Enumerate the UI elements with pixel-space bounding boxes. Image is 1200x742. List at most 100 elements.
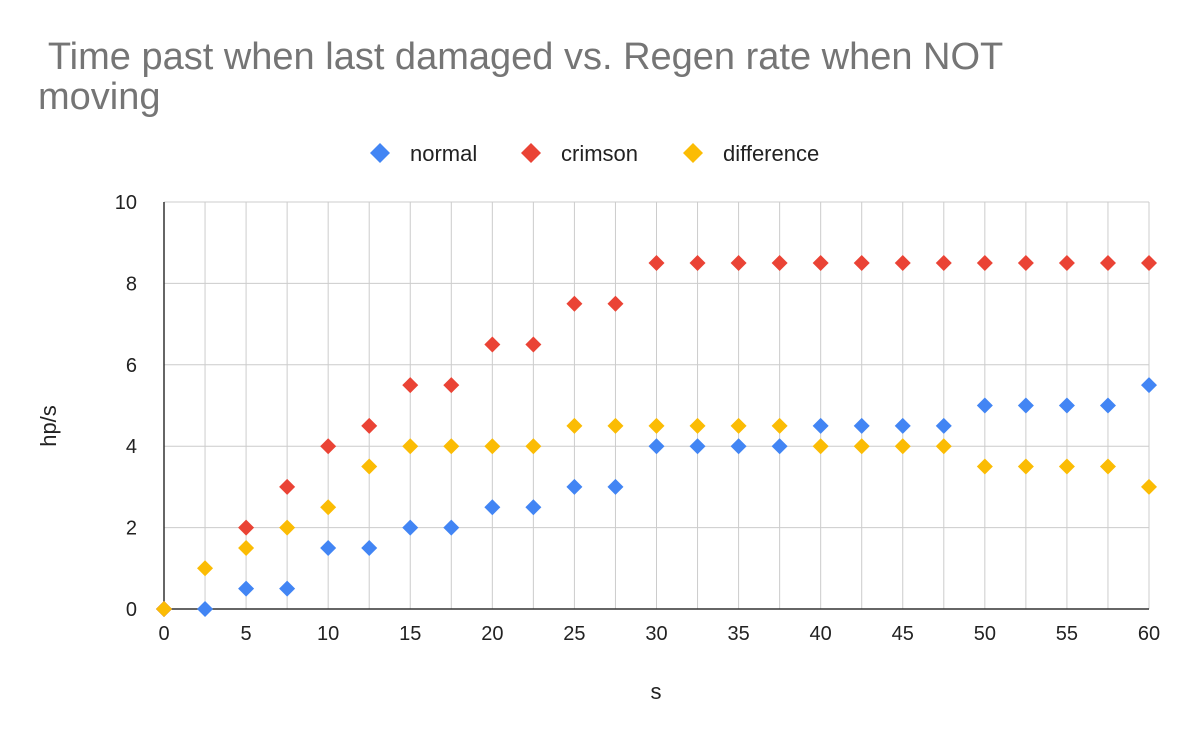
difference-point xyxy=(525,438,542,455)
y-tick-label: 6 xyxy=(126,355,137,377)
legend-marker-crimson xyxy=(521,143,541,163)
x-axis-title: s xyxy=(651,679,662,704)
normal-point xyxy=(730,438,747,455)
difference-point xyxy=(812,438,829,455)
normal-point xyxy=(689,438,706,455)
normal-point xyxy=(894,417,911,434)
normal-point xyxy=(771,438,788,455)
difference-point xyxy=(689,417,706,434)
difference-point xyxy=(976,458,993,475)
normal-point xyxy=(812,417,829,434)
y-tick-label: 8 xyxy=(126,273,137,295)
legend: normal crimson difference xyxy=(370,141,819,166)
tick-labels: 0 5 10 15 20 25 30 35 40 45 50 55 60 0 2 4 6 8 10 xyxy=(115,192,1160,645)
x-tick-label: 25 xyxy=(563,623,585,645)
x-tick-label: 5 xyxy=(241,623,252,645)
difference-point xyxy=(320,499,337,516)
normal-point xyxy=(1099,397,1116,414)
crimson-point xyxy=(320,438,337,455)
legend-label-difference: difference xyxy=(723,141,819,166)
normal-point xyxy=(320,539,337,556)
x-tick-label: 0 xyxy=(158,623,169,645)
normal-point xyxy=(1058,397,1075,414)
difference-point xyxy=(935,438,952,455)
difference-point xyxy=(730,417,747,434)
crimson-point xyxy=(976,255,993,272)
crimson-point xyxy=(935,255,952,272)
difference-point xyxy=(566,417,583,434)
crimson-point xyxy=(607,295,624,312)
normal-point xyxy=(1017,397,1034,414)
normal-point xyxy=(279,580,296,597)
crimson-point xyxy=(1017,255,1034,272)
difference-point xyxy=(1058,458,1075,475)
y-tick-label: 0 xyxy=(126,599,137,621)
crimson-point xyxy=(812,255,829,272)
normal-point xyxy=(443,519,460,536)
difference-point xyxy=(1141,478,1157,495)
y-tick-label: 4 xyxy=(126,436,137,458)
normal-point xyxy=(1141,377,1157,394)
data-points xyxy=(156,255,1157,617)
difference-point xyxy=(279,519,296,536)
crimson-point xyxy=(853,255,870,272)
chart-title-line-1: Time past when last damaged vs. Regen ra… xyxy=(38,36,1003,78)
normal-point xyxy=(853,417,870,434)
difference-point xyxy=(1099,458,1116,475)
normal-point xyxy=(238,580,255,597)
legend-marker-difference xyxy=(683,143,703,163)
difference-point xyxy=(648,417,665,434)
normal-point xyxy=(935,417,952,434)
normal-point xyxy=(607,478,624,495)
normal-point xyxy=(976,397,993,414)
difference-point xyxy=(607,417,624,434)
difference-point xyxy=(402,438,419,455)
x-tick-label: 30 xyxy=(645,623,667,645)
difference-point xyxy=(1017,458,1034,475)
normal-point xyxy=(525,499,542,516)
crimson-point xyxy=(443,377,460,394)
normal-point xyxy=(566,478,583,495)
crimson-point xyxy=(689,255,706,272)
x-tick-label: 20 xyxy=(481,623,503,645)
crimson-point xyxy=(1099,255,1116,272)
difference-point xyxy=(853,438,870,455)
y-tick-label: 10 xyxy=(115,192,137,214)
chart-title-line-2: moving xyxy=(38,76,161,118)
normal-point xyxy=(361,539,378,556)
difference-point xyxy=(443,438,460,455)
difference-point xyxy=(156,601,172,617)
legend-label-crimson: crimson xyxy=(561,141,638,166)
crimson-point xyxy=(361,417,378,434)
crimson-point xyxy=(525,336,542,353)
difference-point xyxy=(361,458,378,475)
crimson-point xyxy=(1058,255,1075,272)
crimson-point xyxy=(238,519,255,536)
x-tick-label: 35 xyxy=(727,623,749,645)
legend-label-normal: normal xyxy=(410,141,477,166)
crimson-point xyxy=(279,478,296,495)
crimson-point xyxy=(484,336,501,353)
normal-point xyxy=(402,519,419,536)
crimson-point xyxy=(771,255,788,272)
crimson-point xyxy=(894,255,911,272)
difference-point xyxy=(894,438,911,455)
x-tick-label: 55 xyxy=(1056,623,1078,645)
axes xyxy=(163,202,1149,610)
legend-item-normal: normal xyxy=(370,141,477,166)
difference-point xyxy=(238,539,255,556)
legend-item-crimson: crimson xyxy=(521,141,638,166)
x-tick-label: 10 xyxy=(317,623,339,645)
difference-point xyxy=(484,438,501,455)
crimson-point xyxy=(648,255,665,272)
crimson-point xyxy=(730,255,747,272)
x-tick-label: 50 xyxy=(974,623,996,645)
x-tick-label: 60 xyxy=(1138,623,1160,645)
crimson-point xyxy=(402,377,419,394)
x-tick-label: 45 xyxy=(892,623,914,645)
difference-point xyxy=(771,417,788,434)
y-axis-title: hp/s xyxy=(36,405,61,447)
difference-point xyxy=(197,560,214,577)
legend-item-difference: difference xyxy=(683,141,819,166)
crimson-point xyxy=(566,295,583,312)
